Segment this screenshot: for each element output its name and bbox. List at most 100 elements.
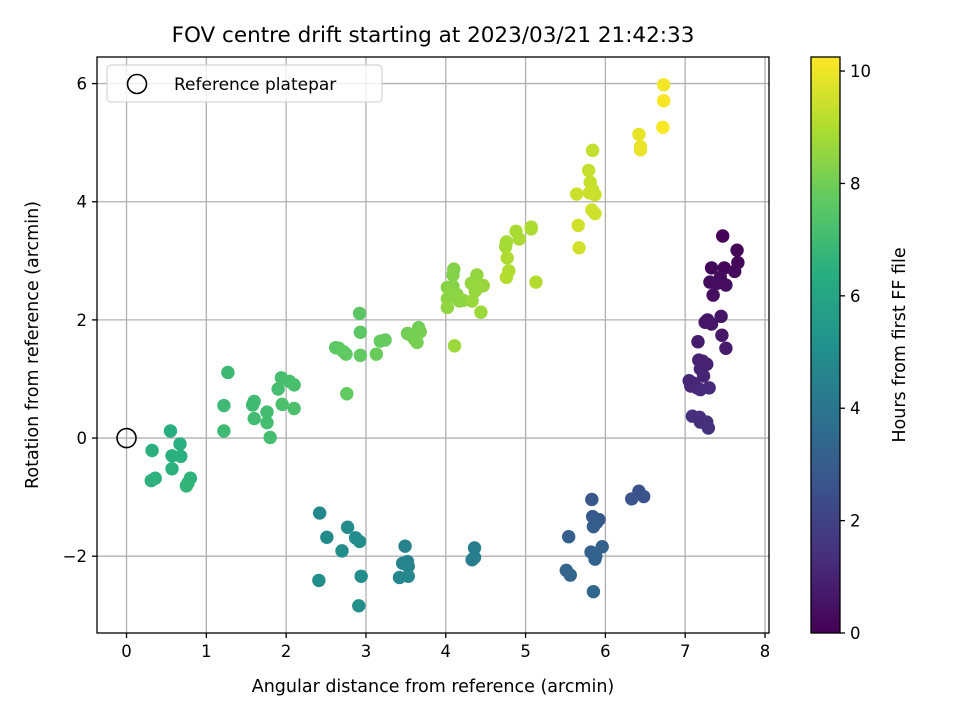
x-tick-label: 1 — [201, 642, 212, 661]
data-point — [698, 315, 712, 329]
data-point — [710, 276, 724, 290]
data-point — [588, 206, 602, 221]
data-point — [179, 479, 194, 493]
colorbar-gradient — [811, 57, 840, 633]
data-point — [163, 424, 178, 438]
data-point — [247, 411, 261, 426]
data-point — [500, 251, 514, 265]
x-tick-label: 3 — [361, 642, 372, 661]
x-tick-label: 5 — [520, 642, 531, 661]
data-point — [145, 443, 159, 458]
data-point — [340, 387, 354, 401]
data-point — [467, 541, 482, 555]
data-point — [335, 544, 349, 558]
data-point — [693, 382, 708, 397]
data-point — [401, 559, 415, 573]
x-tick-label: 2 — [281, 642, 292, 661]
data-point — [585, 143, 600, 158]
data-point — [340, 520, 355, 534]
data-point — [413, 325, 427, 339]
data-point — [499, 235, 514, 249]
data-point — [320, 530, 334, 544]
data-point — [656, 94, 671, 108]
data-point — [446, 268, 460, 282]
data-point — [353, 325, 368, 339]
data-point — [352, 306, 367, 321]
legend-box — [106, 64, 383, 103]
data-point — [353, 348, 368, 363]
x-axis-ticks: 0 1 2 3 4 5 6 7 8 — [121, 633, 770, 661]
data-point — [586, 519, 601, 534]
data-point — [719, 341, 733, 355]
data-point — [714, 309, 728, 324]
reference-platepar-marker — [116, 427, 137, 449]
x-tick-label: 8 — [760, 642, 771, 661]
data-point — [656, 120, 670, 135]
data-point — [312, 506, 327, 520]
y-axis-label: Rotation from reference (arcmin) — [23, 201, 43, 489]
data-point — [447, 339, 462, 353]
data-points — [144, 78, 745, 613]
data-point — [727, 264, 742, 279]
data-point — [588, 552, 602, 566]
data-point — [656, 78, 671, 92]
data-point — [571, 218, 585, 233]
colorbar-frame — [810, 56, 841, 634]
data-point — [401, 569, 415, 583]
x-axis-label: Angular distance from reference (arcmin) — [252, 677, 615, 697]
colorbar-tick-label: 0 — [850, 624, 861, 643]
data-point — [263, 430, 277, 445]
data-point — [585, 492, 599, 507]
data-point — [701, 421, 716, 435]
data-point — [271, 382, 285, 396]
data-point — [561, 530, 576, 544]
data-point — [569, 187, 584, 201]
data-point — [706, 288, 720, 302]
data-point — [398, 539, 412, 553]
data-point — [563, 568, 577, 582]
data-point — [352, 599, 366, 613]
plot-frame — [96, 56, 770, 634]
data-point — [625, 492, 639, 506]
data-point — [217, 398, 231, 413]
colorbar-tick-label: 6 — [850, 287, 861, 306]
data-point — [221, 365, 235, 380]
data-point — [730, 243, 744, 257]
data-point — [260, 405, 274, 419]
data-point — [696, 369, 711, 383]
colorbar: 0 2 4 6 8 10 Hours from first FF file — [810, 56, 910, 643]
colorbar-ticks: 0 2 4 6 8 10 — [840, 62, 871, 643]
colorbar-label: Hours from first FF file — [890, 247, 910, 442]
data-point — [716, 229, 730, 243]
data-point — [245, 398, 260, 412]
data-point — [470, 268, 484, 282]
data-point — [524, 220, 538, 234]
y-tick-label: −2 — [63, 547, 87, 566]
data-point — [691, 335, 705, 349]
data-point — [632, 127, 646, 142]
data-point — [465, 553, 479, 567]
data-point — [465, 294, 479, 308]
data-point — [410, 335, 424, 350]
data-point — [633, 143, 648, 157]
data-point — [165, 462, 179, 476]
data-point — [378, 333, 392, 347]
data-point — [512, 232, 526, 246]
legend: Reference platepar — [106, 64, 383, 103]
y-tick-label: 4 — [77, 193, 88, 212]
data-point — [595, 540, 609, 554]
data-point — [474, 305, 488, 319]
data-point — [499, 270, 514, 285]
y-tick-label: 0 — [77, 429, 88, 448]
x-tick-label: 7 — [680, 642, 691, 661]
data-point — [581, 163, 596, 178]
data-point — [529, 275, 543, 289]
data-point — [260, 415, 274, 430]
data-point — [440, 300, 455, 315]
data-point — [287, 378, 301, 392]
legend-entry-label: Reference platepar — [174, 75, 336, 95]
data-point — [287, 401, 301, 416]
y-tick-label: 2 — [77, 311, 88, 330]
colorbar-tick-label: 2 — [850, 512, 861, 531]
